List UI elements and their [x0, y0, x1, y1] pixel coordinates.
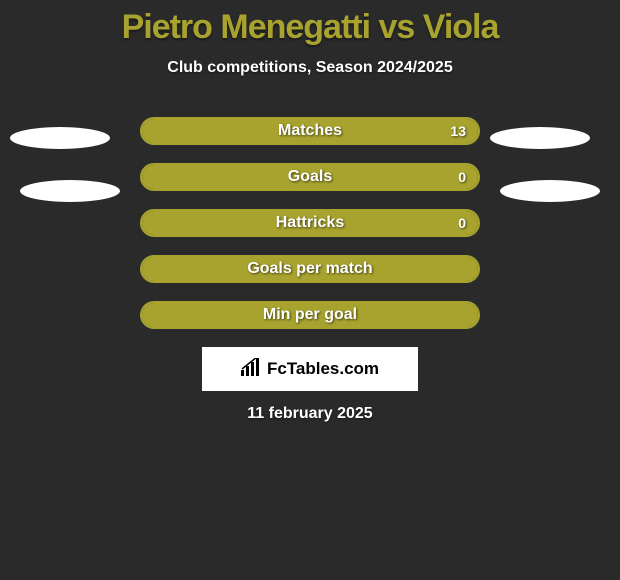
stat-label: Matches	[142, 122, 478, 140]
stat-label: Min per goal	[142, 306, 478, 324]
stat-row: Min per goal	[0, 301, 620, 329]
stat-row: Matches13	[0, 117, 620, 145]
date-label: 11 february 2025	[0, 405, 620, 423]
stat-value: 0	[458, 169, 466, 185]
stat-label: Hattricks	[142, 214, 478, 232]
stat-value: 13	[450, 123, 466, 139]
stat-label: Goals	[142, 168, 478, 186]
stat-bar: Matches13	[140, 117, 480, 145]
stat-row: Hattricks0	[0, 209, 620, 237]
stat-row: Goals per match	[0, 255, 620, 283]
stat-bar: Goals per match	[140, 255, 480, 283]
page-subtitle: Club competitions, Season 2024/2025	[0, 59, 620, 77]
page-title: Pietro Menegatti vs Viola	[0, 0, 620, 47]
stat-bar: Hattricks0	[140, 209, 480, 237]
stat-rows: Matches13Goals0Hattricks0Goals per match…	[0, 117, 620, 329]
stat-label: Goals per match	[142, 260, 478, 278]
stat-value: 0	[458, 215, 466, 231]
logo-chart-icon	[241, 358, 263, 381]
logo-box: FcTables.com	[202, 347, 418, 391]
stat-bar: Goals0	[140, 163, 480, 191]
stat-row: Goals0	[0, 163, 620, 191]
stat-bar: Min per goal	[140, 301, 480, 329]
logo-text: FcTables.com	[267, 359, 379, 379]
